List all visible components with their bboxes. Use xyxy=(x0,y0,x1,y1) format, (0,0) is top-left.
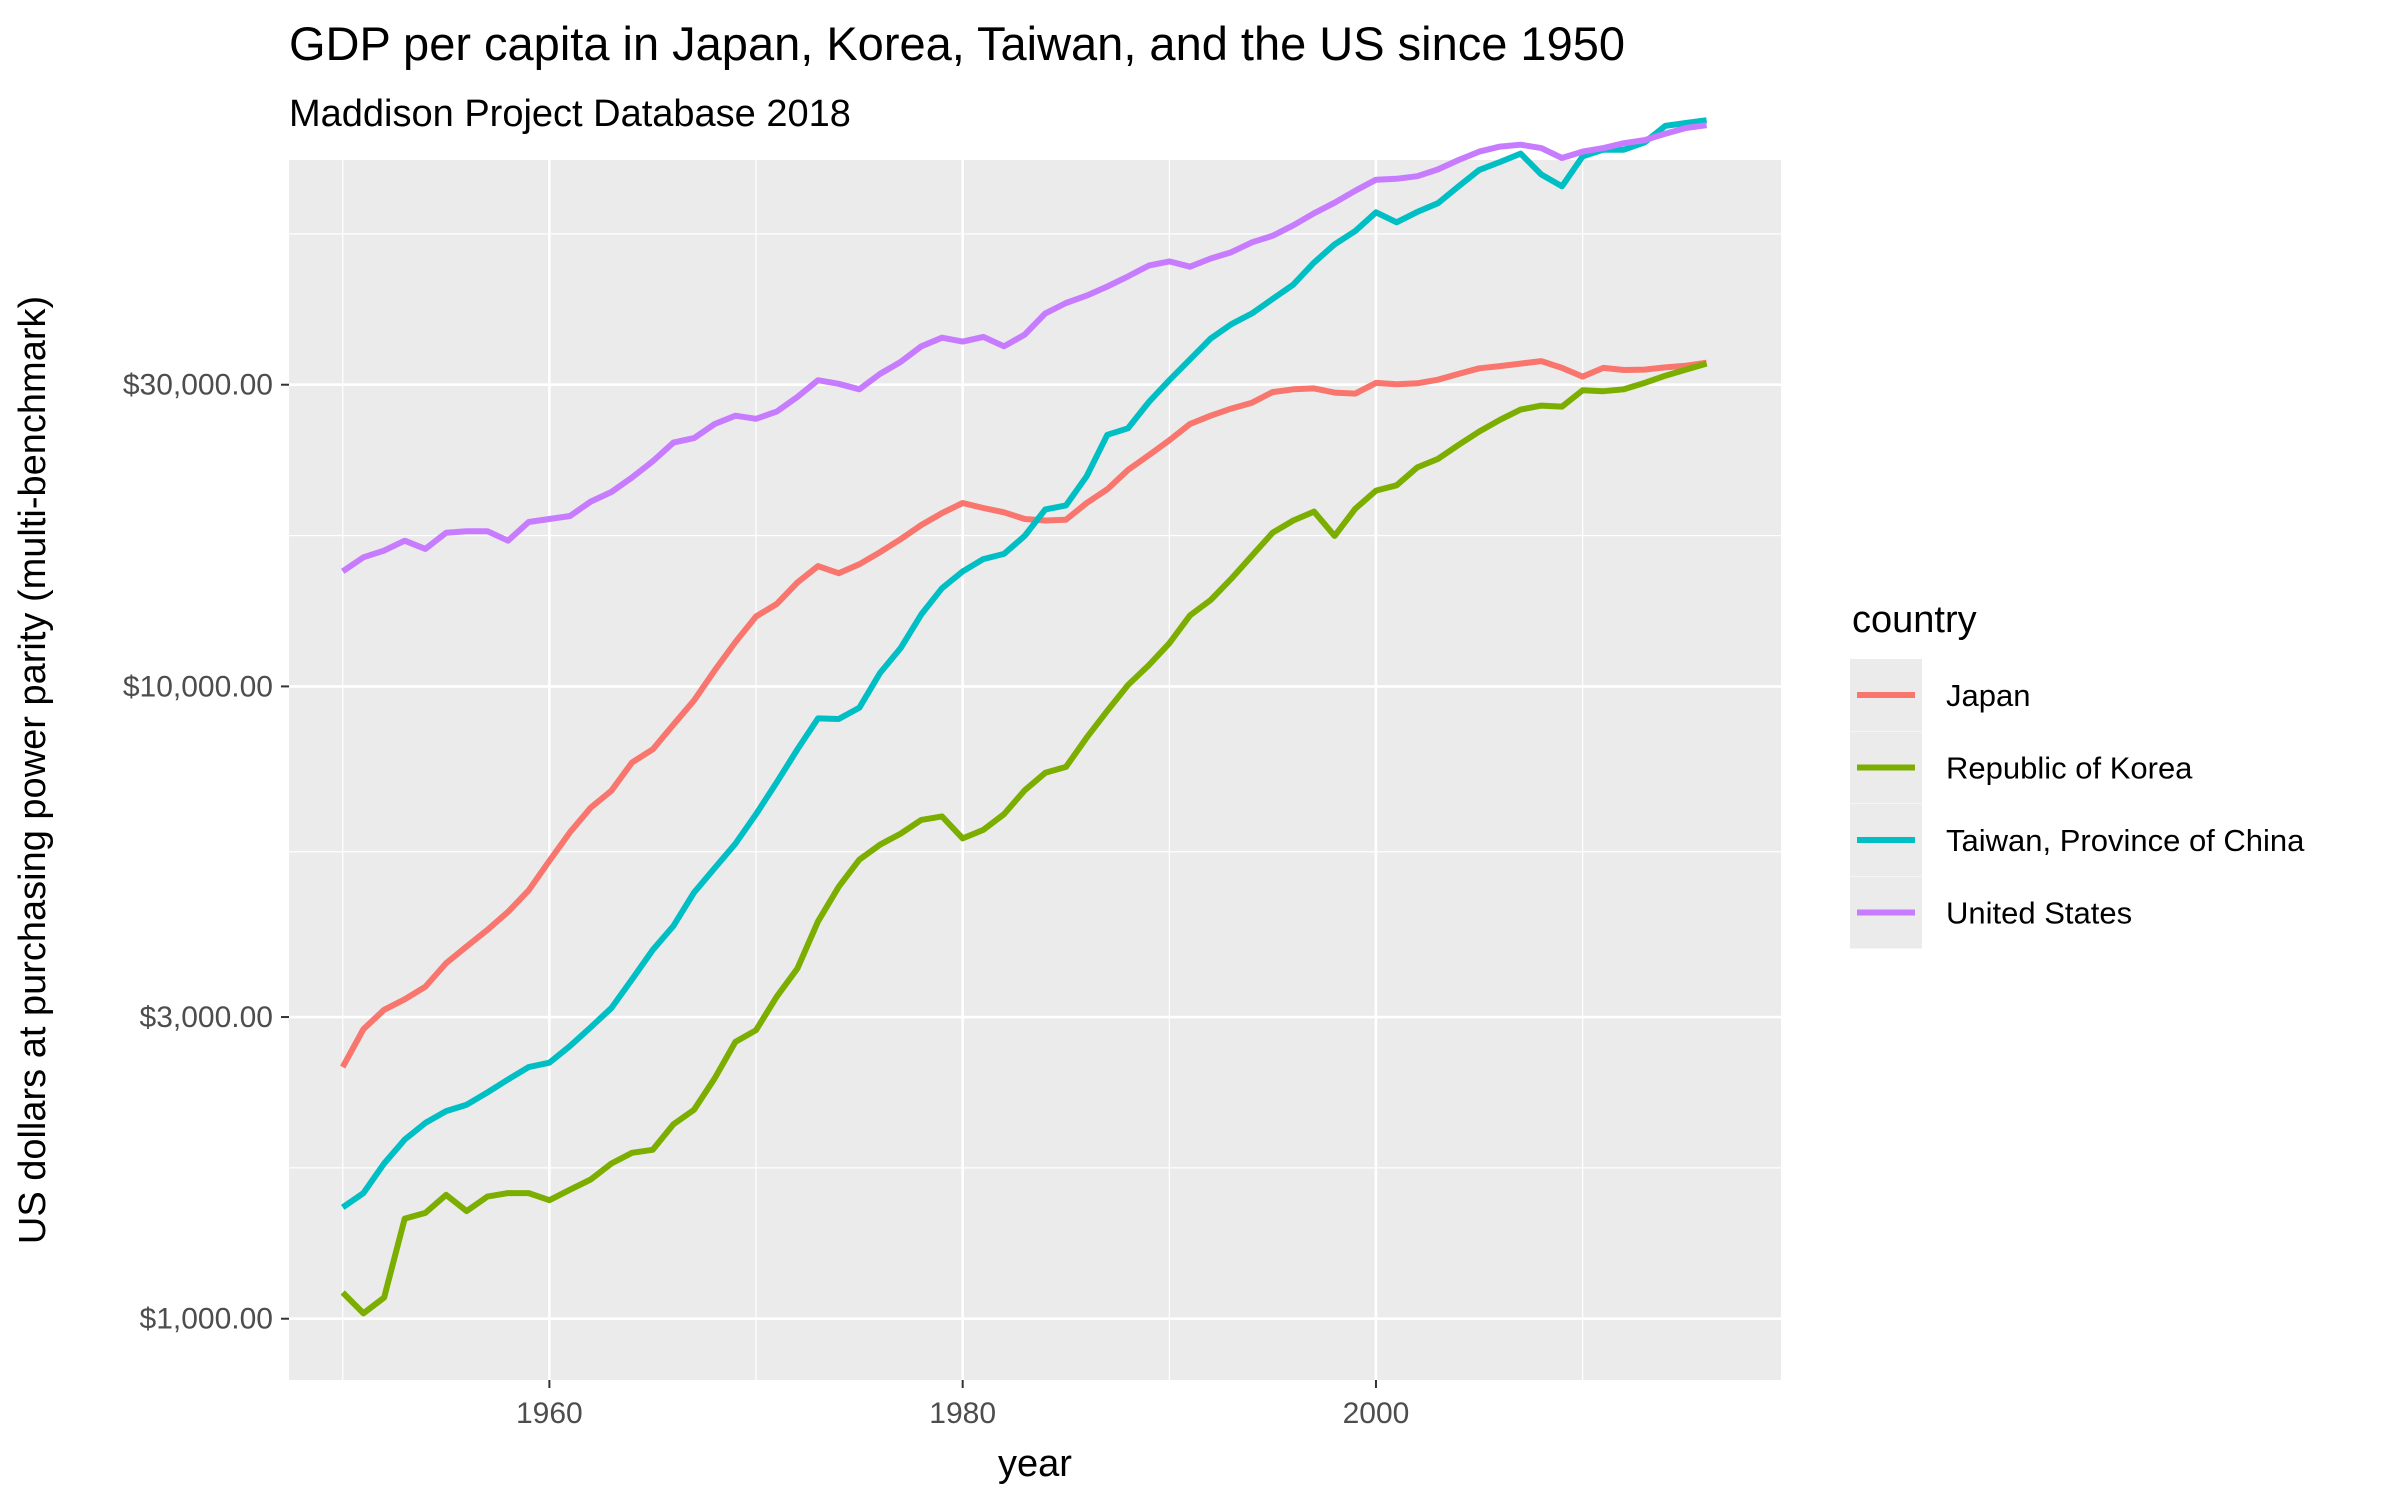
legend-label-taiwan-province-of-china: Taiwan, Province of China xyxy=(1946,823,2305,858)
x-axis-title: year xyxy=(998,1443,1072,1485)
y-axis: $1,000.00 $3,000.00 $10,000.00 $30,000.00 xyxy=(123,369,289,1336)
y-tick-label: $1,000.00 xyxy=(140,1303,273,1336)
series-lines xyxy=(340,117,1708,1317)
legend-title: country xyxy=(1852,599,1977,641)
legend: country Japan Republic of Korea Taiwan, Pr… xyxy=(1850,599,2305,949)
y-tick-label: $3,000.00 xyxy=(140,1001,273,1034)
series-line-united-states xyxy=(341,122,1708,574)
legend-label-republic-of-korea: Republic of Korea xyxy=(1946,751,2193,786)
x-tick-label: 1980 xyxy=(929,1397,996,1430)
y-tick-label: $30,000.00 xyxy=(123,369,273,402)
x-tick-label: 1960 xyxy=(516,1397,583,1430)
y-tick-label: $10,000.00 xyxy=(123,670,273,703)
x-axis: 1960 1980 2000 xyxy=(516,1380,1409,1430)
series-line-japan xyxy=(340,358,1708,1069)
chart-title: GDP per capita in Japan, Korea, Taiwan, … xyxy=(289,17,1625,70)
major-gridlines xyxy=(289,160,1781,1380)
plot-panel xyxy=(289,160,1781,1380)
x-tick-label: 2000 xyxy=(1343,1397,1410,1430)
y-axis-title: US dollars at purchasing power parity (m… xyxy=(12,296,54,1244)
legend-items: Japan Republic of Korea Taiwan, Province o… xyxy=(1850,659,2305,949)
series-line-republic-of-korea xyxy=(340,360,1708,1317)
legend-label-japan: Japan xyxy=(1946,678,2030,713)
series-line-taiwan-province-of-china xyxy=(340,117,1708,1210)
legend-label-united-states: United States xyxy=(1946,896,2132,931)
minor-gridlines xyxy=(289,160,1781,1380)
chart-subtitle: Maddison Project Database 2018 xyxy=(289,93,851,135)
